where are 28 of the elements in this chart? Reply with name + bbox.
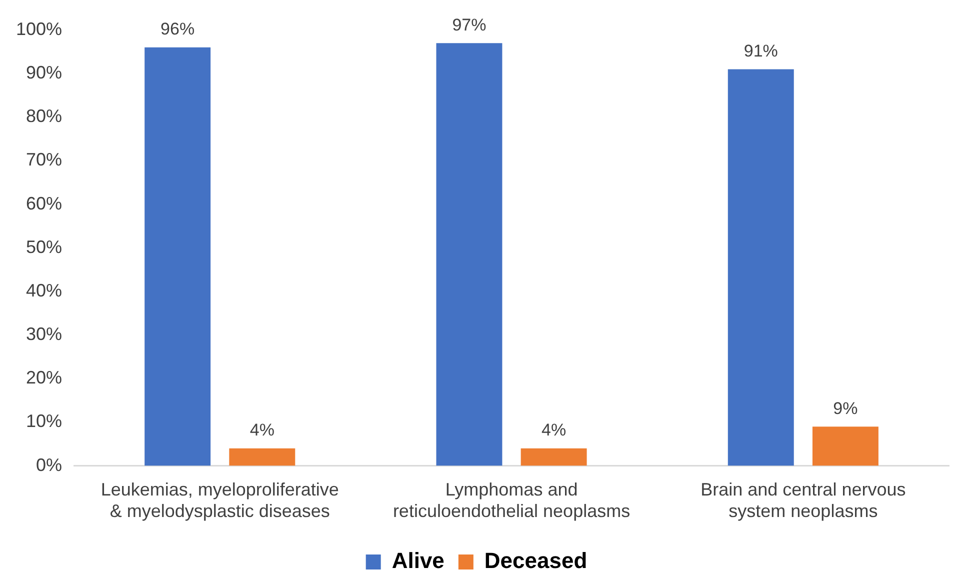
- y-tick-label: 100%: [16, 18, 62, 39]
- bar: [520, 448, 587, 466]
- bar: [436, 43, 502, 466]
- data-label: 4%: [542, 420, 566, 440]
- y-tick-label: 10%: [26, 411, 62, 432]
- bar: [229, 448, 296, 466]
- legend-label: Deceased: [484, 548, 588, 574]
- x-tick-label: Leukemias, myeloproliferative & myelodysplastic diseases: [100, 480, 339, 522]
- data-label: 4%: [250, 420, 274, 440]
- data-label: 97%: [452, 15, 486, 34]
- bar: [728, 69, 794, 466]
- y-tick-label: 70%: [26, 150, 62, 170]
- y-tick-label: 40%: [26, 280, 62, 300]
- y-tick-label: 80%: [26, 106, 62, 126]
- y-tick-label: 50%: [26, 236, 62, 257]
- legend-label: Alive: [392, 548, 444, 574]
- y-tick-label: 90%: [26, 62, 62, 83]
- y-tick-label: 60%: [26, 193, 62, 214]
- bar: [812, 426, 878, 466]
- y-tick-label: 30%: [26, 324, 62, 344]
- data-label: 91%: [744, 41, 778, 60]
- x-tick-label: Lymphomas and reticuloendothelial neoplasms: [392, 480, 630, 522]
- y-tick-label: 0%: [36, 454, 62, 475]
- data-label: 96%: [160, 20, 195, 39]
- bar: [144, 47, 211, 466]
- data-label: 9%: [833, 398, 858, 418]
- y-tick-label: 20%: [26, 368, 62, 388]
- x-tick-label: Brain and central nervous system neoplasms: [700, 480, 906, 522]
